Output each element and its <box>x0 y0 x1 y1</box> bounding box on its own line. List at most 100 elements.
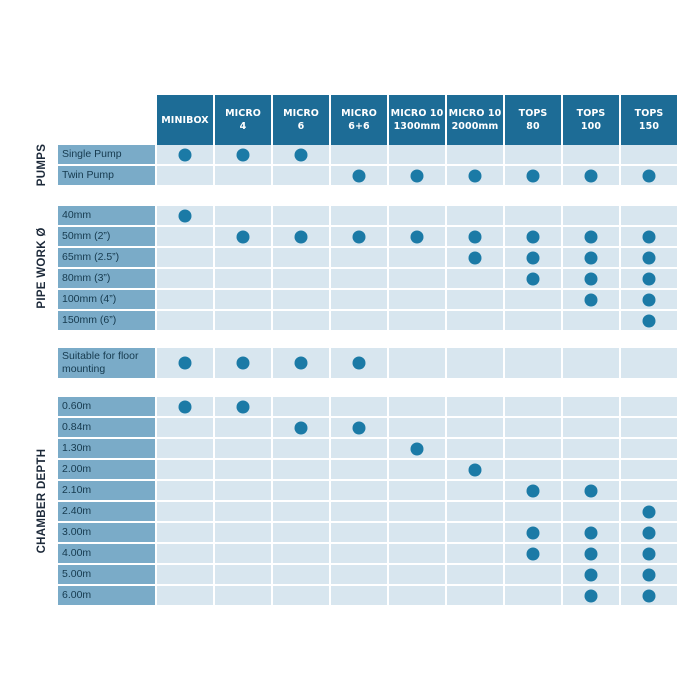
table-cell <box>215 397 271 416</box>
table-row: 6.00m <box>58 586 678 605</box>
table-cell <box>389 523 445 542</box>
column-header-line1: TOPS <box>576 108 606 119</box>
row-label: 40mm <box>58 206 155 225</box>
column-header: MINIBOX <box>157 95 213 145</box>
availability-dot-icon <box>642 547 656 560</box>
availability-dot-icon <box>178 400 192 413</box>
availability-dot-icon <box>178 356 192 370</box>
column-header: MICRO 10 1300mm <box>389 95 445 145</box>
table-cell <box>215 544 271 563</box>
table-row: 100mm (4”) <box>58 290 678 309</box>
table-row: 0.84m <box>58 418 678 437</box>
table-cell <box>621 166 677 185</box>
table-row: Suitable for floor mounting <box>58 348 678 378</box>
table-row: 4.00m <box>58 544 678 563</box>
column-header: TOPS 80 <box>505 95 561 145</box>
table-cell <box>563 523 619 542</box>
availability-dot-icon <box>410 169 424 182</box>
table-cell <box>621 565 677 584</box>
table-cell <box>447 481 503 500</box>
table-row: Single Pump <box>58 145 678 164</box>
availability-dot-icon <box>526 169 540 182</box>
table-cell <box>505 439 561 458</box>
table-cell <box>505 565 561 584</box>
table-cell <box>331 166 387 185</box>
table-cell <box>273 502 329 521</box>
availability-dot-icon <box>642 251 656 264</box>
table-cell <box>331 145 387 164</box>
table-cell <box>447 439 503 458</box>
table-cell <box>447 544 503 563</box>
table-cell <box>563 481 619 500</box>
availability-dot-icon <box>294 356 308 370</box>
table-cell <box>447 206 503 225</box>
availability-dot-icon <box>526 230 540 243</box>
table-cell <box>621 460 677 479</box>
table-cell <box>273 439 329 458</box>
table-cell <box>331 269 387 288</box>
table-cell <box>215 269 271 288</box>
table-cell <box>389 166 445 185</box>
table-cell <box>273 544 329 563</box>
table-cell <box>215 502 271 521</box>
table-cell <box>505 269 561 288</box>
row-label: 100mm (4”) <box>58 290 155 309</box>
table-cell <box>215 481 271 500</box>
table-cell <box>563 397 619 416</box>
availability-dot-icon <box>642 169 656 182</box>
table-cell <box>447 502 503 521</box>
table-row: 2.40m <box>58 502 678 521</box>
table-cell <box>563 290 619 309</box>
table-cell <box>157 418 213 437</box>
table-cell <box>273 145 329 164</box>
table-cell <box>331 523 387 542</box>
column-header: TOPS 100 <box>563 95 619 145</box>
table-cell <box>505 544 561 563</box>
table-cell <box>505 586 561 605</box>
table-cell <box>215 523 271 542</box>
table-row: 40mm <box>58 206 678 225</box>
table-cell <box>215 418 271 437</box>
availability-dot-icon <box>236 356 250 370</box>
table-cell <box>157 311 213 330</box>
table-cell <box>331 544 387 563</box>
table-cell <box>563 565 619 584</box>
table-row: 50mm (2”) <box>58 227 678 246</box>
table-cell <box>389 397 445 416</box>
availability-dot-icon <box>584 526 598 539</box>
availability-dot-icon <box>584 251 598 264</box>
table-cell <box>447 586 503 605</box>
table-cell <box>273 227 329 246</box>
table-cell <box>273 523 329 542</box>
table-cell <box>389 206 445 225</box>
table-row: 5.00m <box>58 565 678 584</box>
table-cell <box>157 166 213 185</box>
column-header-line1: MICRO 10 <box>448 108 502 119</box>
column-header-line2: 1300mm <box>393 121 441 132</box>
table-row: 3.00m <box>58 523 678 542</box>
column-header-line2: 6 <box>297 121 305 132</box>
availability-dot-icon <box>642 314 656 327</box>
availability-dot-icon <box>352 169 366 182</box>
availability-dot-icon <box>526 526 540 539</box>
row-label: 50mm (2”) <box>58 227 155 246</box>
row-label: 6.00m <box>58 586 155 605</box>
table-cell <box>505 397 561 416</box>
table-cell <box>447 290 503 309</box>
table-cell <box>273 460 329 479</box>
table-cell <box>157 586 213 605</box>
table-cell <box>331 460 387 479</box>
table-cell <box>273 586 329 605</box>
table-cell <box>505 311 561 330</box>
table-cell <box>447 397 503 416</box>
table-cell <box>621 397 677 416</box>
table-cell <box>215 565 271 584</box>
row-label: 150mm (6”) <box>58 311 155 330</box>
table-cell <box>621 586 677 605</box>
table-cell <box>389 145 445 164</box>
table-cell <box>331 439 387 458</box>
table-cell <box>215 586 271 605</box>
table-cell <box>563 206 619 225</box>
availability-dot-icon <box>236 148 250 161</box>
